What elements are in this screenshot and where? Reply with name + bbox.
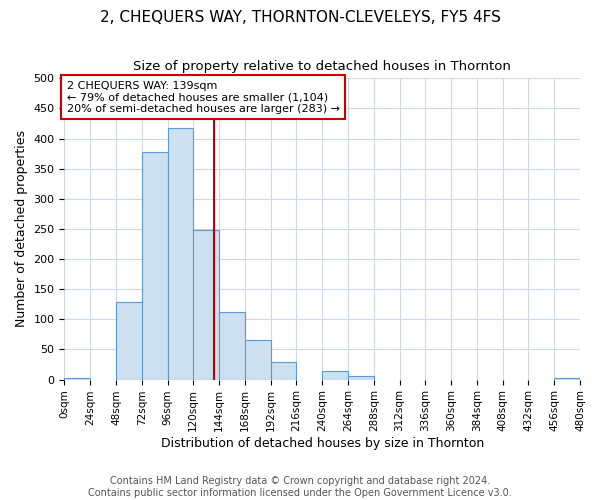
Y-axis label: Number of detached properties: Number of detached properties (15, 130, 28, 328)
Text: Contains HM Land Registry data © Crown copyright and database right 2024.
Contai: Contains HM Land Registry data © Crown c… (88, 476, 512, 498)
Bar (271, 362, 296, 380)
Bar (64, 378, 90, 380)
Bar (554, 378, 580, 380)
Title: Size of property relative to detached houses in Thornton: Size of property relative to detached ho… (133, 60, 511, 73)
Text: 2 CHEQUERS WAY: 139sqm
← 79% of detached houses are smaller (1,104)
20% of semi-: 2 CHEQUERS WAY: 139sqm ← 79% of detached… (67, 80, 340, 114)
X-axis label: Distribution of detached houses by size in Thornton: Distribution of detached houses by size … (161, 437, 484, 450)
Bar (193, 230, 219, 380)
Bar (245, 340, 271, 380)
Bar (167, 128, 193, 380)
Bar (219, 312, 245, 380)
Bar (142, 152, 167, 380)
Bar (348, 376, 374, 380)
Text: 2, CHEQUERS WAY, THORNTON-CLEVELEYS, FY5 4FS: 2, CHEQUERS WAY, THORNTON-CLEVELEYS, FY5… (100, 10, 500, 25)
Bar (116, 302, 142, 380)
Bar (322, 370, 348, 380)
